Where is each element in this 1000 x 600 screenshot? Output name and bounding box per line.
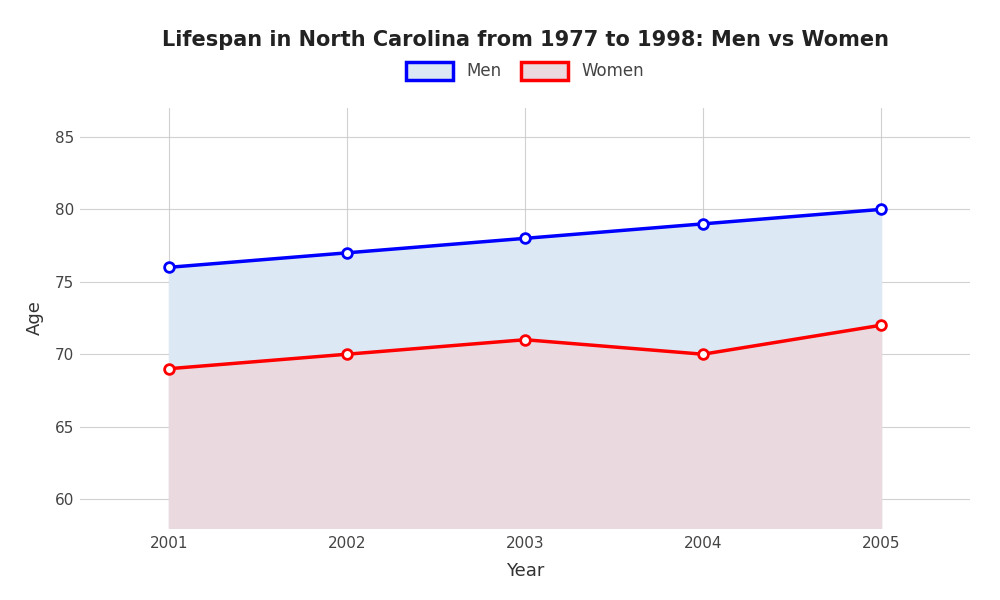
Y-axis label: Age: Age bbox=[26, 301, 44, 335]
X-axis label: Year: Year bbox=[506, 562, 544, 580]
Title: Lifespan in North Carolina from 1977 to 1998: Men vs Women: Lifespan in North Carolina from 1977 to … bbox=[162, 29, 889, 49]
Legend: Men, Women: Men, Women bbox=[406, 62, 644, 80]
